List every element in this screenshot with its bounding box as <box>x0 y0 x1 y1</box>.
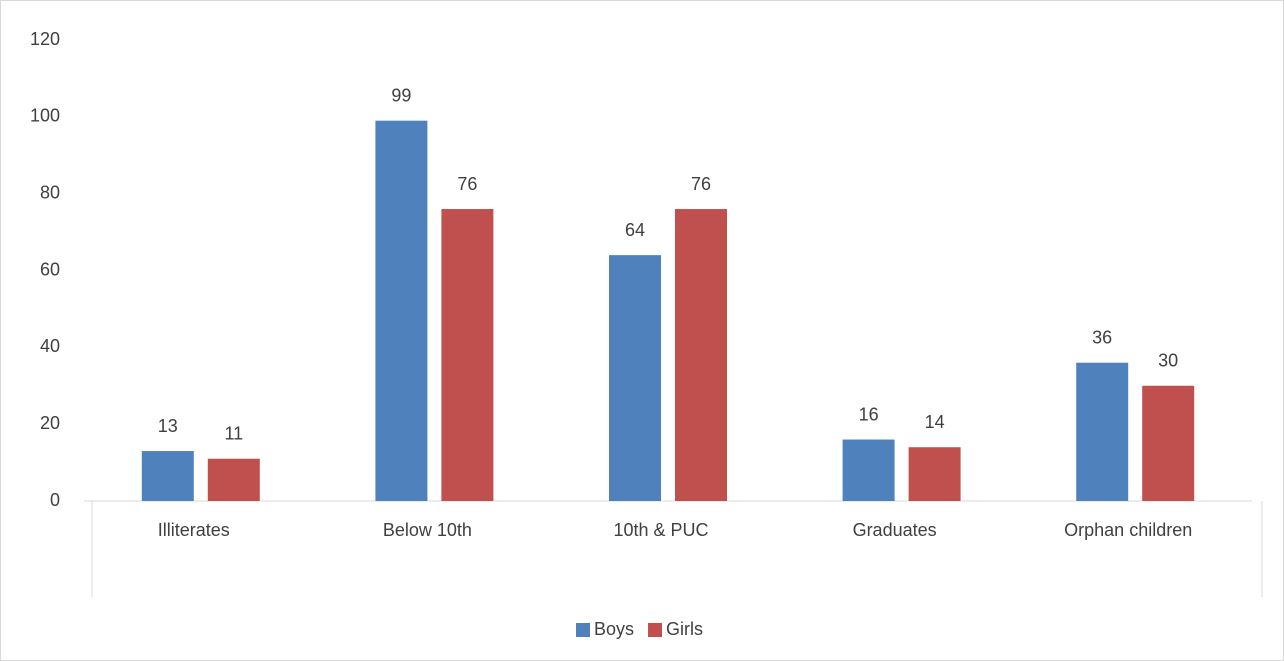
legend-swatch <box>576 623 590 637</box>
data-label: 76 <box>691 174 711 194</box>
bar <box>1142 385 1195 501</box>
y-tick-label: 0 <box>50 490 60 510</box>
bar <box>908 447 961 501</box>
y-tick-label: 60 <box>40 259 60 279</box>
x-tick-label: 10th & PUC <box>613 520 708 540</box>
bar <box>441 209 494 502</box>
x-tick-label: Orphan children <box>1064 520 1192 540</box>
y-tick-label: 20 <box>40 413 60 433</box>
bar <box>842 439 895 501</box>
data-label: 99 <box>391 85 411 105</box>
data-label: 76 <box>457 174 477 194</box>
data-label: 64 <box>625 220 645 240</box>
legend-label: Boys <box>594 619 634 639</box>
legend-label: Girls <box>666 619 703 639</box>
x-tick-label: Graduates <box>853 520 937 540</box>
data-label: 13 <box>158 416 178 436</box>
data-label: 11 <box>224 423 243 443</box>
legend-swatch <box>648 623 663 637</box>
data-label: 30 <box>1158 351 1178 371</box>
data-label: 16 <box>859 404 879 424</box>
data-label: 14 <box>925 412 945 432</box>
x-tick-label: Illiterates <box>158 520 230 540</box>
bar <box>141 451 194 501</box>
y-tick-label: 100 <box>30 106 60 126</box>
data-label: 36 <box>1092 327 1112 347</box>
y-tick-label: 80 <box>40 182 60 202</box>
bar <box>375 120 428 502</box>
x-tick-label: Below 10th <box>383 520 472 540</box>
bar <box>675 209 727 502</box>
y-tick-label: 120 <box>30 29 60 49</box>
bar <box>609 255 661 501</box>
bar <box>207 458 260 501</box>
bar <box>1076 362 1129 501</box>
y-tick-label: 40 <box>40 336 60 356</box>
